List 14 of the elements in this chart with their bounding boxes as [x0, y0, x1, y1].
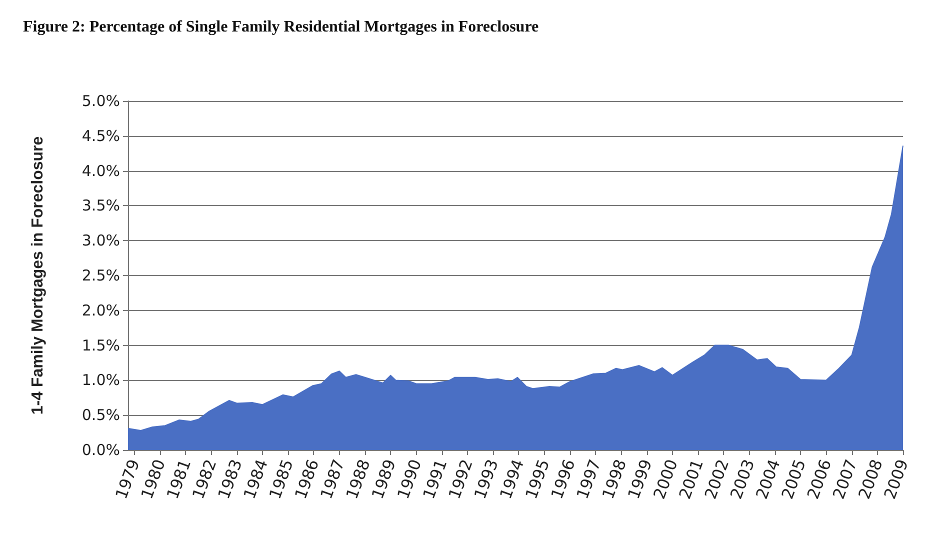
- y-tick-label: 1.0%: [82, 371, 120, 390]
- y-tick-label: 4.0%: [82, 162, 120, 180]
- y-tick-label: 3.5%: [82, 196, 120, 215]
- y-tick-label: 5.0%: [82, 92, 120, 110]
- y-tick-label: 2.0%: [82, 301, 120, 320]
- y-tick-label: 2.5%: [82, 266, 120, 284]
- y-tick-label: 4.5%: [82, 126, 120, 145]
- x-tick-label: 2009: [880, 456, 912, 502]
- y-tick-label: 0.5%: [82, 406, 120, 424]
- chart-title: Figure 2: Percentage of Single Family Residential Mortgages in Foreclosure: [23, 18, 539, 36]
- y-tick-label: 0.0%: [82, 441, 120, 459]
- y-axis-title: 1-4 Family Mortgages in Foreclosure: [30, 136, 46, 415]
- y-tick-label: 1.5%: [82, 336, 120, 354]
- y-tick-label: 3.0%: [82, 232, 120, 250]
